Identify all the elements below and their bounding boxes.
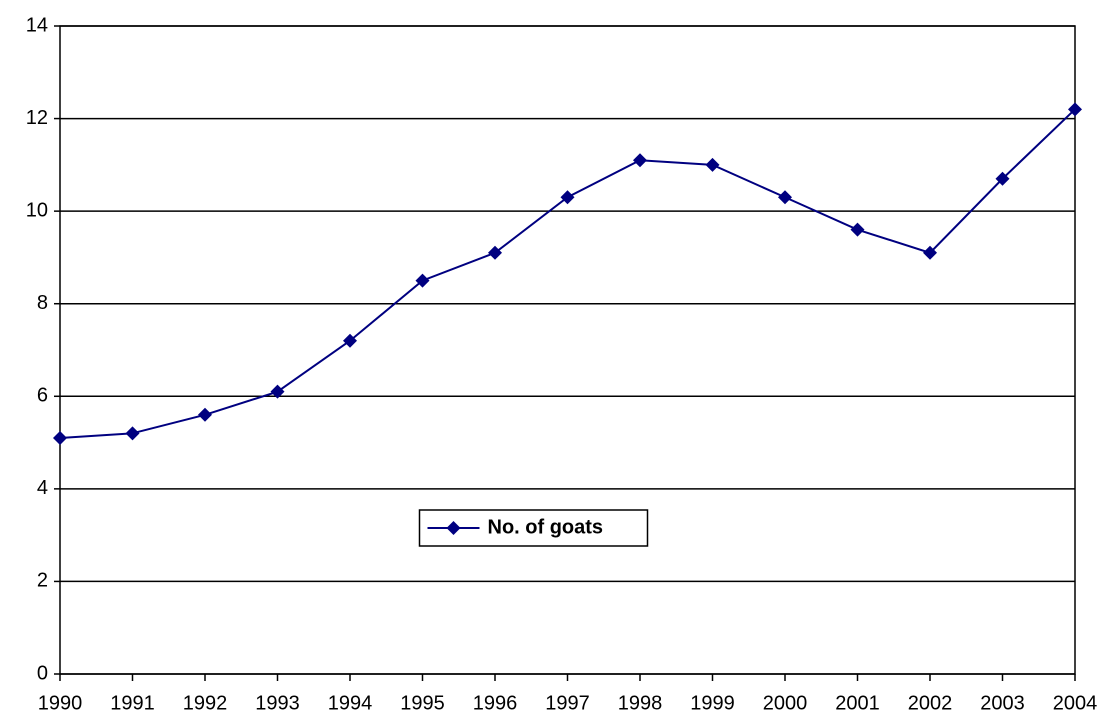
series-line	[59, 108, 1076, 439]
x-tick-label: 1993	[255, 692, 300, 714]
x-tick-label: 1996	[473, 692, 518, 714]
data-point	[995, 171, 1010, 186]
data-point	[778, 190, 792, 205]
y-tick-label: 14	[26, 14, 48, 36]
x-tick-label: 2002	[908, 692, 953, 714]
x-tick-label: 1990	[38, 692, 83, 714]
data-point	[198, 407, 212, 422]
data-point	[705, 157, 720, 172]
plot-frame	[59, 25, 1076, 675]
data-point	[343, 333, 357, 348]
data-point	[125, 426, 140, 441]
data-point	[488, 245, 502, 260]
data-point	[633, 153, 647, 168]
x-tick-label: 1998	[618, 692, 663, 714]
data-point	[1068, 102, 1082, 117]
x-tick-label: 2003	[980, 692, 1025, 714]
y-tick-label: 0	[37, 662, 48, 684]
y-tick-label: 2	[37, 570, 48, 592]
data-point	[560, 190, 575, 205]
data-point	[415, 273, 430, 288]
y-tick-label: 4	[37, 477, 48, 499]
x-tick-label: 1991	[110, 692, 155, 714]
x-tick-label: 2004	[1053, 692, 1098, 714]
x-tick-label: 1999	[690, 692, 735, 714]
x-tick-label: 1994	[328, 692, 373, 714]
legend-label: No. of goats	[488, 516, 604, 538]
legend: No. of goats	[418, 509, 649, 547]
x-tick-label: 1992	[183, 692, 228, 714]
x-tick-label: 2000	[763, 692, 808, 714]
y-tick-label: 10	[26, 199, 48, 221]
data-point	[270, 384, 285, 399]
data-point	[923, 245, 937, 260]
y-tick-label: 8	[37, 292, 48, 314]
data-point	[850, 222, 865, 237]
y-tick-label: 6	[37, 385, 48, 407]
y-tick-label: 12	[26, 107, 48, 129]
x-tick-label: 1995	[400, 692, 445, 714]
data-point	[53, 430, 67, 445]
x-tick-label: 2001	[835, 692, 880, 714]
x-tick-label: 1997	[545, 692, 590, 714]
legend-marker	[446, 521, 461, 535]
